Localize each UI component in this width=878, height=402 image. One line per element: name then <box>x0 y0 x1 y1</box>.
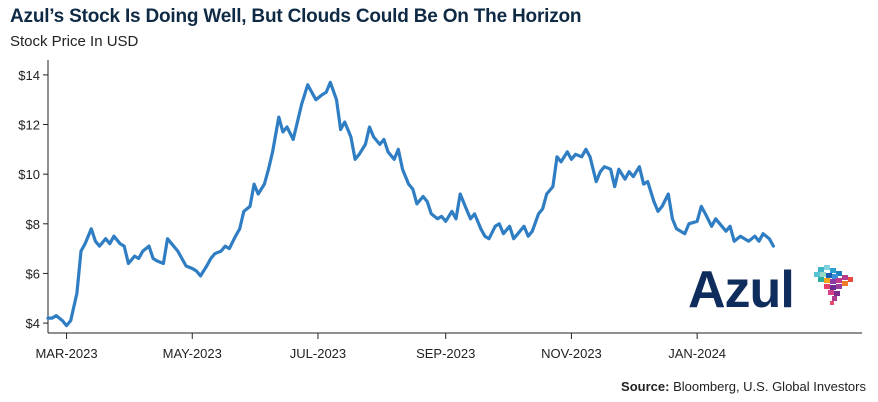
chart-subtitle: Stock Price In USD <box>10 33 139 50</box>
brazil-map-pixel-icon <box>814 265 853 305</box>
source-text: Bloomberg, U.S. Global Investors <box>673 379 866 394</box>
source-label: Source: <box>621 379 670 394</box>
y-tick-label: $6 <box>26 266 40 281</box>
azul-logo: Azul <box>688 261 853 319</box>
x-tick-label: JAN-2024 <box>668 346 726 361</box>
y-tick-label: $4 <box>26 316 40 331</box>
y-tick-label: $8 <box>26 217 40 232</box>
stock-price-line <box>46 80 775 328</box>
logo-wordmark: Azul <box>688 261 794 319</box>
y-tick-label: $14 <box>18 68 40 83</box>
y-tick-label: $12 <box>18 118 40 133</box>
x-tick-label: MAR-2023 <box>35 346 97 361</box>
chart-title: Azul’s Stock Is Doing Well, But Clouds C… <box>10 6 582 27</box>
y-axis: $4 $6 $8 $10 $12 $14 <box>18 60 49 333</box>
x-tick-label: NOV-2023 <box>541 346 602 361</box>
source-note: Source: Bloomberg, U.S. Global Investors <box>621 379 866 394</box>
x-tick-label: SEP-2023 <box>416 346 475 361</box>
x-tick-label: JUL-2023 <box>290 346 346 361</box>
y-tick-label: $10 <box>18 167 40 182</box>
x-axis: MAR-2023 MAY-2023 JUL-2023 SEP-2023 NOV-2023… <box>35 332 862 361</box>
x-tick-label: MAY-2023 <box>163 346 222 361</box>
